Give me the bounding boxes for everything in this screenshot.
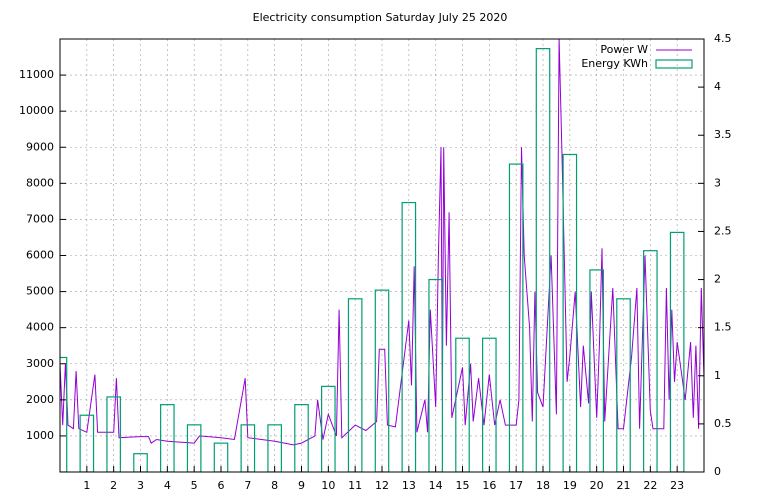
x-tick-label: 17 — [509, 479, 523, 492]
energy-box — [79, 414, 95, 472]
y2-tick-label: 3 — [714, 176, 721, 189]
y2-tick-label: 3.5 — [714, 128, 732, 141]
y-tick-label: 9000 — [26, 140, 54, 153]
x-tick-label: 4 — [164, 479, 171, 492]
y2-tick-label: 1 — [714, 369, 721, 382]
y-tick-label: 2000 — [26, 393, 54, 406]
x-tick-label: 19 — [563, 479, 577, 492]
y2-tick-label: 4.5 — [714, 32, 732, 45]
energy-box — [535, 48, 551, 472]
x-tick-label: 10 — [321, 479, 335, 492]
y-tick-label: 4000 — [26, 321, 54, 334]
x-tick-label: 18 — [536, 479, 550, 492]
legend-label: Energy KWh — [581, 57, 648, 70]
y2-tick-label: 2 — [714, 273, 721, 286]
x-tick-label: 13 — [402, 479, 416, 492]
y-tick-label: 10000 — [19, 104, 54, 117]
energy-box — [643, 250, 658, 472]
y2-tick-label: 0 — [714, 465, 721, 478]
x-tick-label: 12 — [375, 479, 389, 492]
x-tick-label: 22 — [643, 479, 657, 492]
y-tick-label: 7000 — [26, 212, 54, 225]
y-tick-label: 5000 — [26, 285, 54, 298]
x-tick-label: 15 — [456, 479, 470, 492]
x-tick-label: 16 — [482, 479, 496, 492]
x-tick-label: 1 — [83, 479, 90, 492]
x-tick-label: 9 — [298, 479, 305, 492]
legend-swatch — [655, 59, 693, 69]
x-tick-label: 23 — [670, 479, 684, 492]
chart-title: Electricity consumption Saturday July 25… — [253, 11, 508, 24]
y2-tick-label: 2.5 — [714, 224, 732, 237]
x-tick-label: 5 — [191, 479, 198, 492]
y-tick-label: 11000 — [19, 68, 54, 81]
energy-box — [401, 201, 417, 472]
x-tick-label: 3 — [137, 479, 144, 492]
x-tick-label: 11 — [348, 479, 362, 492]
y2-tick-label: 4 — [714, 80, 721, 93]
y-tick-label: 8000 — [26, 176, 54, 189]
energy-box — [669, 231, 685, 472]
x-tick-label: 8 — [271, 479, 278, 492]
axes: 1000200030004000500060007000800090001000… — [19, 32, 732, 492]
y-tick-label: 1000 — [26, 429, 54, 442]
x-tick-label: 2 — [110, 479, 117, 492]
legend-label: Power W — [600, 43, 648, 56]
power-line — [60, 39, 704, 446]
y-tick-label: 6000 — [26, 249, 54, 262]
x-tick-label: 7 — [244, 479, 251, 492]
x-tick-label: 21 — [617, 479, 631, 492]
energy-box — [374, 289, 390, 472]
y2-tick-label: 0.5 — [714, 417, 732, 430]
x-tick-label: 14 — [429, 479, 443, 492]
grid — [60, 39, 704, 472]
y2-tick-label: 1.5 — [714, 321, 732, 334]
x-tick-label: 6 — [218, 479, 225, 492]
y-tick-label: 3000 — [26, 357, 54, 370]
x-tick-label: 20 — [590, 479, 604, 492]
